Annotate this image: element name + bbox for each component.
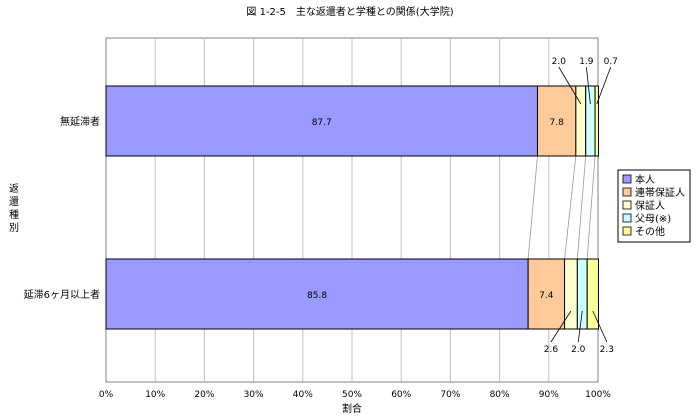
series-connector [527, 155, 538, 260]
x-axis-label: 割合 [342, 402, 362, 415]
data-label-leader [585, 66, 591, 105]
x-tick-label: 20% [194, 390, 214, 400]
data-label: 7.8 [550, 118, 565, 128]
legend-label: 連帯保証人 [635, 186, 685, 199]
y-axis-label-char: 返 [9, 183, 19, 195]
bar-segment [586, 258, 599, 330]
data-label-leader [550, 310, 572, 343]
legend-swatch [622, 174, 632, 184]
data-label: 85.8 [307, 291, 327, 301]
legend-label: 保証人 [635, 199, 665, 212]
data-label: 87.7 [312, 118, 332, 128]
bar-segment [575, 85, 587, 157]
data-label: 2.0 [552, 57, 567, 67]
x-tick-label: 0% [99, 390, 114, 400]
x-axis-ticks: 0% 10% 20% 30% 40% 50% 60% 70% 80% 90% 100% [99, 390, 611, 400]
series-connector-lines [527, 155, 596, 260]
x-tick-label: 50% [342, 390, 362, 400]
data-label: 0.7 [604, 57, 618, 67]
data-label: 2.0 [571, 345, 586, 355]
bar-segment [105, 258, 529, 330]
x-tick-label: 80% [490, 390, 510, 400]
data-label: 1.9 [579, 57, 594, 67]
x-tick-label: 90% [539, 390, 559, 400]
bar-segment [536, 85, 577, 157]
legend-swatch [622, 200, 632, 210]
bars [105, 85, 599, 330]
data-label-leader [577, 310, 583, 343]
y-axis-label-char: 別 [9, 222, 19, 234]
x-tick-label: 40% [293, 390, 313, 400]
legend-label: 父母(※) [635, 213, 671, 225]
x-tick-label: 100% [585, 390, 611, 400]
data-label: 2.6 [544, 345, 559, 355]
bar-segment [585, 85, 596, 157]
chart-title: 図 1-2-5 主な返還者と学種との関係(大学院) [246, 5, 453, 18]
y-axis-label-char: 還 [9, 196, 19, 208]
x-tick-label: 10% [145, 390, 165, 400]
data-label: 7.4 [539, 291, 554, 301]
data-label-leader [596, 66, 612, 105]
bar-segment [576, 258, 588, 330]
legend-swatch [622, 226, 632, 236]
series-connector [576, 155, 587, 260]
legend-swatch [622, 187, 632, 197]
series-connector [586, 155, 596, 260]
legend-swatch [622, 213, 632, 223]
data-label: 2.3 [600, 345, 614, 355]
category-label: 無延滞者 [60, 115, 100, 128]
legend-label: 本人 [635, 173, 655, 186]
data-labels: 87.7 7.8 2.0 1.9 0.7 85.8 7.4 2.6 2.0 2.3 [307, 57, 618, 355]
data-label-leader [592, 310, 608, 343]
x-tick-label: 30% [244, 390, 264, 400]
category-label: 延滞6ヶ月以上者 [24, 289, 100, 301]
legend-label: その他 [635, 225, 665, 238]
bar-segment [105, 85, 538, 157]
bar-segment [594, 85, 599, 157]
x-tick-label: 60% [391, 390, 411, 400]
data-label-leader [558, 66, 582, 105]
x-tick-label: 70% [440, 390, 460, 400]
y-axis-label-char: 種 [9, 208, 19, 221]
series-connector [564, 155, 577, 260]
